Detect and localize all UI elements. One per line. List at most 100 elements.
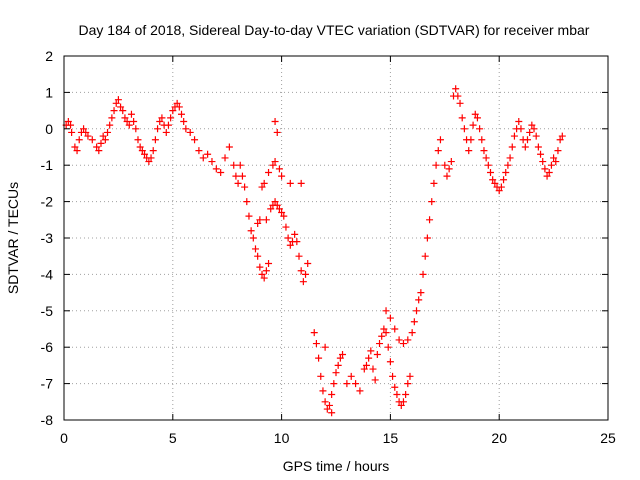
data-point <box>310 329 318 337</box>
data-point <box>376 340 384 348</box>
data-point <box>284 234 292 242</box>
data-point <box>175 103 183 111</box>
data-point <box>360 365 368 373</box>
axis-ticks: 0 5 10 15 20 25 -8 -7 -6 -5 -4 -3 -2 -1 0 1 2 <box>41 48 616 446</box>
data-point <box>404 336 412 344</box>
data-point <box>391 383 399 391</box>
y-tick-label: -5 <box>41 303 54 319</box>
y-tick-label: -8 <box>41 412 54 428</box>
data-point <box>478 136 486 144</box>
data-point <box>356 387 364 395</box>
x-tick-label: 0 <box>60 430 68 446</box>
data-point <box>134 136 142 144</box>
data-point <box>180 118 188 126</box>
data-point <box>64 118 72 126</box>
data-point <box>271 198 279 206</box>
data-point <box>132 125 140 133</box>
data-point <box>421 252 429 260</box>
data-point <box>552 158 560 166</box>
data-point <box>347 372 355 380</box>
data-point <box>413 307 421 315</box>
y-tick-label: -1 <box>41 157 54 173</box>
data-point <box>367 347 375 355</box>
data-point <box>528 121 536 129</box>
data-point <box>399 340 407 348</box>
y-tick-label: -3 <box>41 230 54 246</box>
data-point <box>521 143 529 151</box>
data-point <box>297 179 305 187</box>
data-point <box>293 238 301 246</box>
data-point <box>195 147 203 155</box>
data-point <box>149 147 157 155</box>
data-point <box>68 128 76 136</box>
data-point <box>141 150 149 158</box>
data-point <box>537 150 545 158</box>
data-point <box>458 114 466 122</box>
data-point <box>119 107 127 115</box>
data-point <box>156 118 164 126</box>
y-tick-label: -2 <box>41 194 54 210</box>
y-axis-label: SDTVAR / TECUs <box>5 182 21 294</box>
data-point <box>212 165 220 173</box>
data-point <box>93 143 101 151</box>
data-point <box>336 354 344 362</box>
data-point <box>389 372 397 380</box>
data-point <box>508 143 516 151</box>
data-point <box>395 336 403 344</box>
data-point <box>275 205 283 213</box>
data-point <box>217 168 225 176</box>
data-point <box>332 369 340 377</box>
y-tick-label: -6 <box>41 339 54 355</box>
data-point <box>408 329 416 337</box>
data-point <box>321 398 329 406</box>
data-point <box>286 179 294 187</box>
data-point <box>471 110 479 118</box>
data-point <box>460 125 468 133</box>
data-point <box>251 245 259 253</box>
data-point <box>186 128 194 136</box>
data-point <box>386 314 394 322</box>
data-point <box>304 259 312 267</box>
chart-title: Day 184 of 2018, Sidereal Day-to-day VTE… <box>79 22 590 38</box>
data-point <box>436 136 444 144</box>
data-point <box>365 354 373 362</box>
data-point <box>286 241 294 249</box>
data-point <box>241 183 249 191</box>
data-point <box>417 289 425 297</box>
data-points <box>62 85 566 417</box>
data-point <box>495 187 503 195</box>
data-point <box>275 165 283 173</box>
data-point <box>380 325 388 333</box>
data-point <box>67 121 75 129</box>
data-point <box>262 216 270 224</box>
data-point <box>234 179 242 187</box>
data-point <box>271 118 279 126</box>
data-point <box>95 147 103 155</box>
data-point <box>245 212 253 220</box>
data-point <box>328 409 336 417</box>
data-point <box>84 132 92 140</box>
data-point <box>334 361 342 369</box>
data-point <box>249 234 257 242</box>
data-point <box>434 147 442 155</box>
data-point <box>258 183 266 191</box>
data-point <box>273 201 281 209</box>
data-point <box>265 168 273 176</box>
data-point <box>71 143 79 151</box>
x-axis-label: GPS time / hours <box>283 458 390 474</box>
data-point <box>147 154 155 162</box>
y-tick-label: 1 <box>45 84 53 100</box>
x-tick-label: 5 <box>169 430 177 446</box>
data-point <box>397 401 405 409</box>
data-point <box>101 136 109 144</box>
x-tick-label: 20 <box>491 430 507 446</box>
data-point <box>426 216 434 224</box>
data-point <box>262 267 270 275</box>
data-point <box>465 147 473 155</box>
data-point <box>489 176 497 184</box>
data-point <box>136 143 144 151</box>
y-tick-label: -7 <box>41 376 54 392</box>
data-point <box>80 125 88 133</box>
data-point <box>539 158 547 166</box>
x-tick-label: 10 <box>274 430 290 446</box>
